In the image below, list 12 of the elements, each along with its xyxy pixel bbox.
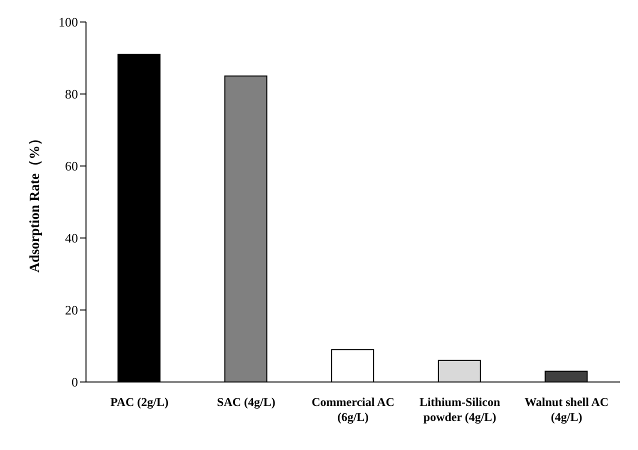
y-tick-label: 60 <box>65 158 78 174</box>
x-tick-label: Walnut shell AC (4g/L) <box>524 395 609 424</box>
y-tick-label: 20 <box>65 302 78 318</box>
x-tick-label: Lithium-Silicon powder (4g/L) <box>419 395 500 424</box>
x-tick-label: PAC (2g/L) <box>110 395 168 409</box>
x-tick-label: SAC (4g/L) <box>217 395 276 409</box>
y-axis-title: Adsorption Rate（%） <box>28 131 43 273</box>
y-tick-label: 100 <box>58 14 78 30</box>
x-tick-label: Commercial AC (6g/L) <box>312 395 394 424</box>
y-tick-label: 0 <box>72 374 78 390</box>
y-tick-label: 40 <box>65 230 78 246</box>
y-tick-label: 80 <box>65 86 78 102</box>
